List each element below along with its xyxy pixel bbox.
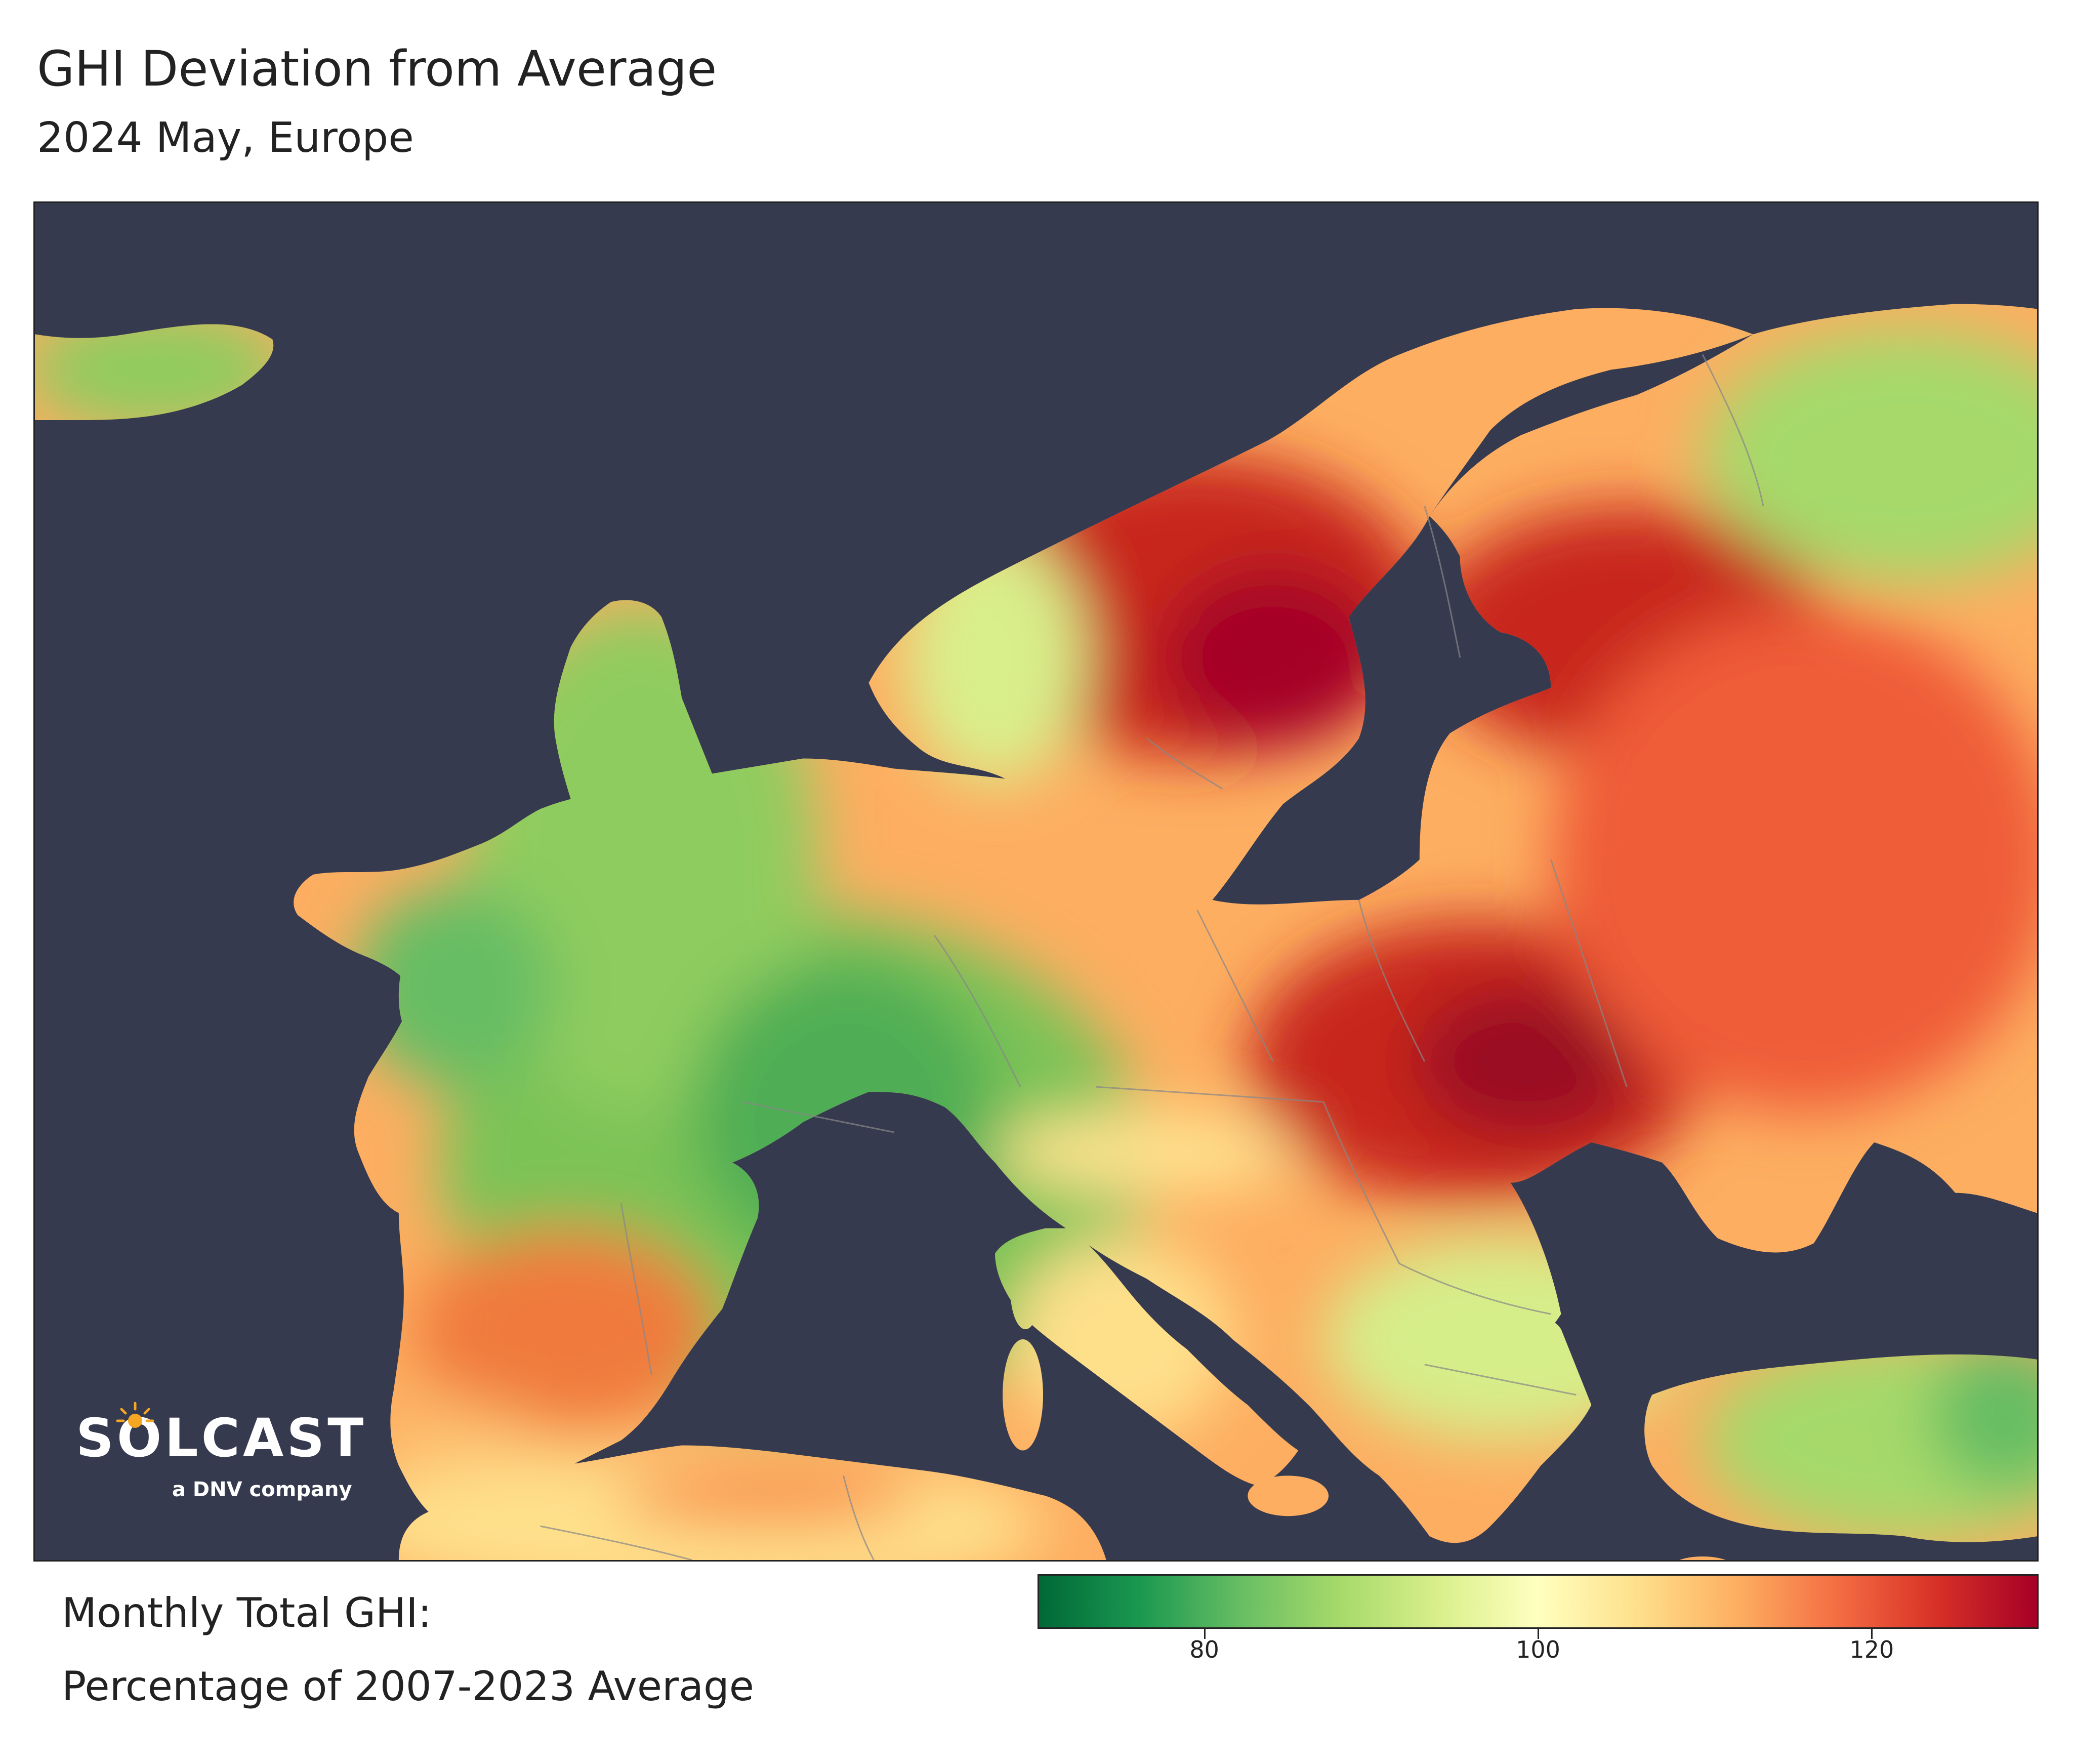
chart-subtitle: 2024 May, Europe: [37, 114, 414, 162]
legend-label-line2: Percentage of 2007-2023 Average: [62, 1663, 755, 1710]
colorbar-tick-mark: [1538, 1629, 1539, 1639]
colorbar-tick-mark: [1204, 1629, 1206, 1639]
colorbar-tick-label: 80: [1189, 1636, 1219, 1663]
colorbar-tick-mark: [1871, 1629, 1873, 1639]
chart-title: GHI Deviation from Average: [37, 40, 717, 97]
legend-label-line1: Monthly Total GHI:: [62, 1589, 432, 1636]
colorbar: [1038, 1574, 2039, 1629]
sun-icon: [116, 1402, 154, 1428]
logo-brand: SOLCAST: [76, 1407, 367, 1469]
solcast-logo: SOLCAST a DNV company: [76, 1402, 367, 1501]
colorbar-tick-label: 120: [1849, 1636, 1894, 1663]
country-borders: [540, 354, 1764, 1560]
map-svg: [35, 304, 2037, 1560]
colorbar-tick-label: 100: [1516, 1636, 1560, 1663]
logo-tagline: a DNV company: [172, 1478, 352, 1501]
europe-map: [33, 201, 2039, 1562]
land-heatmap: [35, 304, 2037, 1560]
